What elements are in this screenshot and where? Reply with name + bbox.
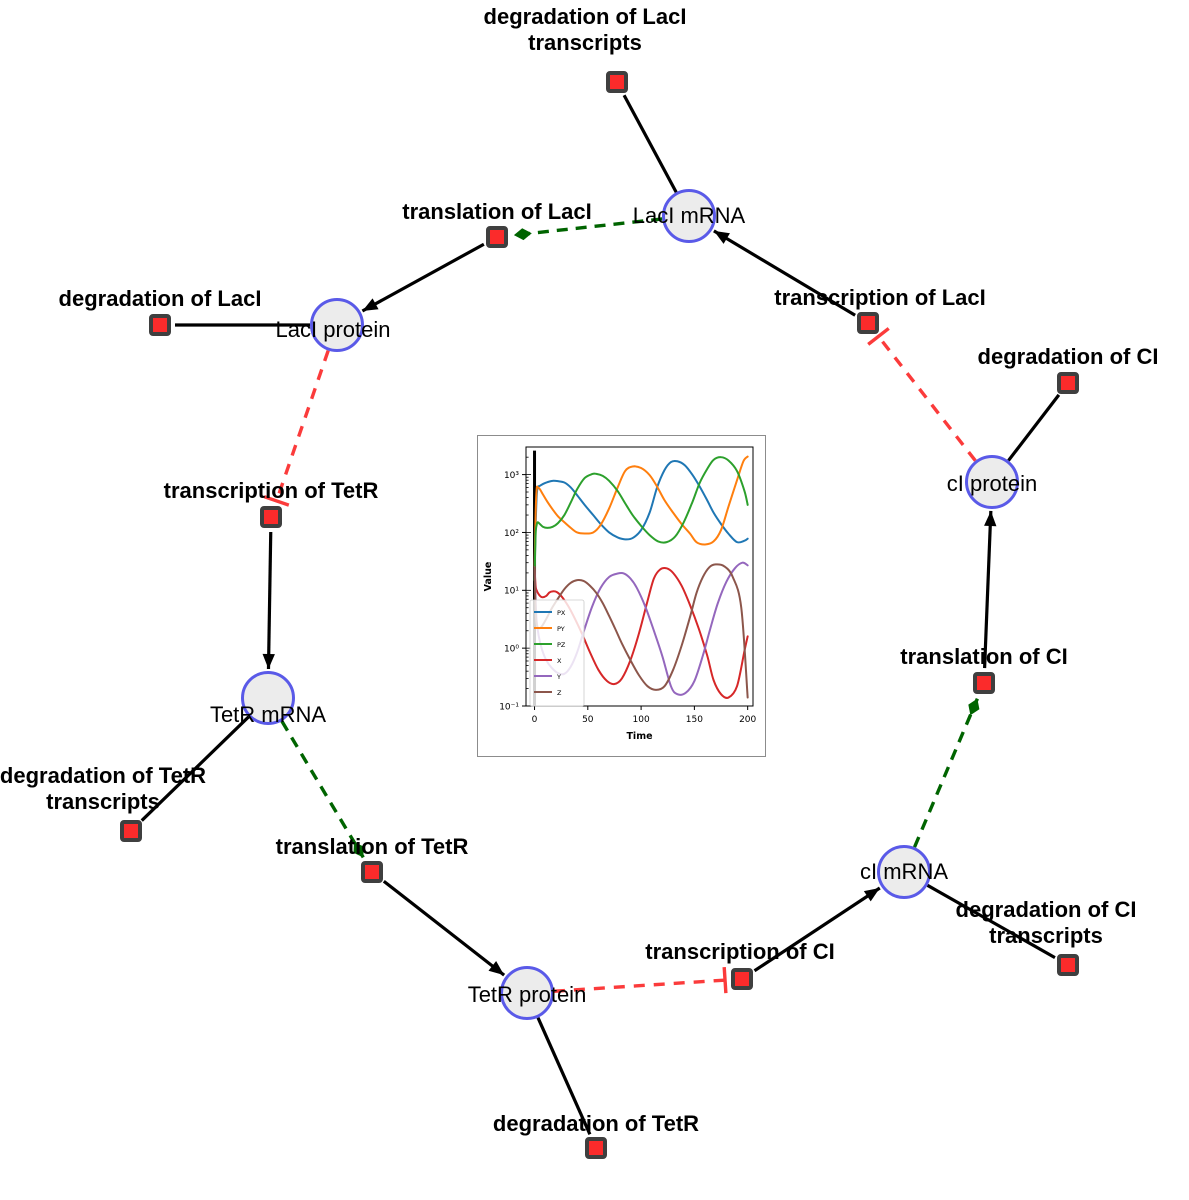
reaction-node-translation_laci[interactable] xyxy=(486,226,508,248)
reaction-node-transcription_tetr[interactable] xyxy=(260,506,282,528)
reaction-node-deg_ci[interactable] xyxy=(1057,372,1079,394)
svg-text:PY: PY xyxy=(557,625,565,633)
svg-text:50: 50 xyxy=(582,715,594,725)
svg-text:200: 200 xyxy=(739,715,756,725)
svg-text:10²: 10² xyxy=(504,529,519,539)
edge-transcription_laci-to-laci_mrna xyxy=(713,229,856,317)
species-node-ci_protein[interactable] xyxy=(965,455,1019,509)
timecourse-chart: 10⁻¹ 10⁰ 10¹ 10² 10³ 0 50 100 150 200 Time Value PX P… xyxy=(483,446,757,742)
species-node-laci_protein[interactable] xyxy=(310,298,364,352)
timecourse-inset-plot: 10⁻¹ 10⁰ 10¹ 10² 10³ 0 50 100 150 200 Time Value PX P… xyxy=(477,435,766,757)
edge-translation_tetr-to-tetr_protein xyxy=(382,879,506,977)
edge-translation_ci-to-ci_protein xyxy=(982,510,997,669)
svg-text:150: 150 xyxy=(686,715,703,725)
svg-text:10³: 10³ xyxy=(504,471,519,481)
edge-laci_protein-to-transcription_tetr xyxy=(263,349,330,507)
reaction-node-translation_ci[interactable] xyxy=(973,672,995,694)
svg-text:0: 0 xyxy=(532,715,538,725)
svg-text:10⁰: 10⁰ xyxy=(504,645,519,655)
reaction-node-deg_laci[interactable] xyxy=(149,314,171,336)
svg-text:PX: PX xyxy=(557,609,566,617)
svg-text:PZ: PZ xyxy=(557,641,566,649)
svg-text:Time: Time xyxy=(626,731,652,742)
reaction-node-deg_ci_transcripts[interactable] xyxy=(1057,954,1079,976)
reaction-node-deg_tetr_transcripts[interactable] xyxy=(120,820,142,842)
edge-translation_laci-to-laci_protein xyxy=(361,242,485,313)
reaction-node-translation_tetr[interactable] xyxy=(361,861,383,883)
svg-text:Value: Value xyxy=(483,562,494,592)
svg-text:10⁻¹: 10⁻¹ xyxy=(499,702,519,712)
species-node-ci_mrna[interactable] xyxy=(877,845,931,899)
edge-transcription_ci-to-ci_mrna xyxy=(753,886,881,973)
edge-tetr_protein-to-deg_tetr xyxy=(536,1017,592,1135)
svg-text:Z: Z xyxy=(557,689,562,697)
svg-text:100: 100 xyxy=(633,715,650,725)
edge-tetr_mrna-to-translation_tetr xyxy=(280,720,365,859)
edge-ci_mrna-to-translation_ci xyxy=(912,697,980,848)
reaction-node-transcription_laci[interactable] xyxy=(857,312,879,334)
edge-tetr_mrna-to-deg_tetr_transcripts xyxy=(140,715,250,822)
edge-transcription_tetr-to-tetr_mrna xyxy=(262,531,275,670)
reaction-node-deg_laci_transcripts[interactable] xyxy=(606,71,628,93)
edge-laci_mrna-to-deg_laci_transcripts xyxy=(622,94,678,193)
edge-tetr_protein-to-transcription_ci xyxy=(553,967,728,994)
species-node-tetr_mrna[interactable] xyxy=(241,671,295,725)
edge-ci_mrna-to-deg_ci_transcripts xyxy=(926,883,1056,959)
edge-ci_protein-to-transcription_laci xyxy=(867,327,977,462)
svg-text:10¹: 10¹ xyxy=(504,587,519,597)
svg-text:X: X xyxy=(557,657,562,665)
species-node-laci_mrna[interactable] xyxy=(662,189,716,243)
reaction-node-transcription_ci[interactable] xyxy=(731,968,753,990)
edge-laci_mrna-to-translation_laci xyxy=(513,217,663,241)
species-node-tetr_protein[interactable] xyxy=(500,966,554,1020)
edge-ci_protein-to-deg_ci xyxy=(1007,393,1061,462)
svg-text:Y: Y xyxy=(556,673,561,681)
reaction-node-deg_tetr[interactable] xyxy=(585,1137,607,1159)
